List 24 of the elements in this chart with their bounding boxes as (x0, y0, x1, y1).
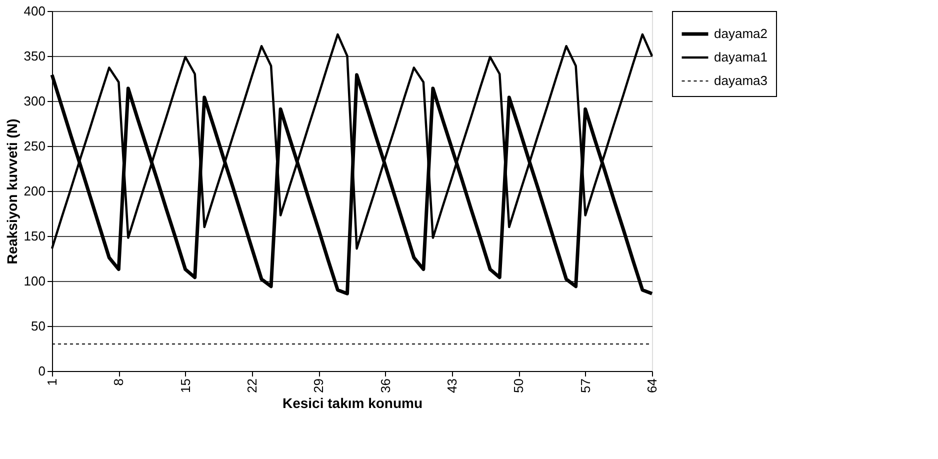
y-tick-label: 300 (24, 94, 46, 108)
x-axis-title: Kesici takım konumu (282, 394, 423, 411)
y-tick-label: 400 (24, 4, 46, 18)
x-tick-label: 29 (311, 378, 326, 393)
x-tick-label: 64 (644, 378, 660, 393)
legend-label: dayama3 (714, 73, 768, 88)
x-tick-label: 57 (578, 378, 593, 393)
x-tick-label: 8 (111, 378, 126, 386)
x-tick-label: 15 (178, 378, 193, 393)
y-tick-label: 150 (24, 228, 46, 244)
y-tick-label: 100 (24, 274, 46, 288)
y-tick-label: 200 (24, 184, 46, 198)
x-tick-label: 50 (511, 378, 526, 393)
legend-label: dayama1 (714, 50, 768, 64)
x-tick-label: 22 (244, 378, 260, 393)
legend-label: dayama2 (714, 26, 768, 41)
x-tick-label: 1 (44, 378, 60, 386)
y-tick-label: 350 (24, 48, 46, 64)
x-tick-label: 36 (378, 378, 393, 393)
x-tick-label: 43 (444, 378, 460, 393)
y-axis-title: Reaksiyon kuvveti (N) (4, 118, 20, 264)
y-tick-label: 250 (24, 138, 46, 154)
y-tick-label: 0 (38, 364, 46, 378)
y-tick-label: 50 (31, 318, 46, 334)
